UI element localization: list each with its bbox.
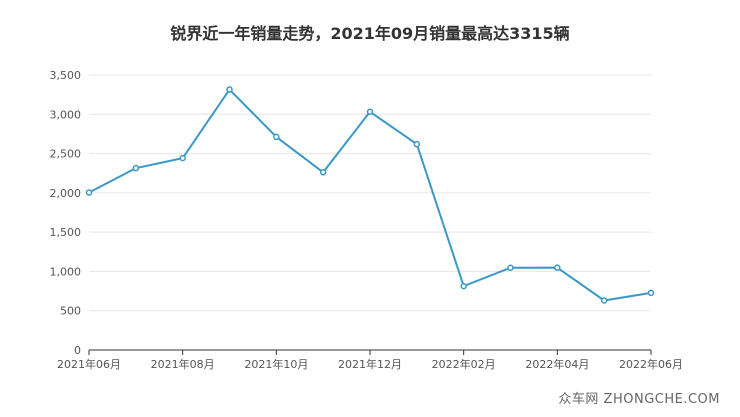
y-axis: 0 500 1,000 1,500 2,000 2,500 3,000 3,500 bbox=[50, 69, 82, 357]
watermark-text: 众车网 ZHONGCHE.COM bbox=[558, 392, 720, 407]
y-tick-label: 0 bbox=[74, 344, 81, 357]
series-group bbox=[85, 86, 655, 304]
y-tick-label: 3,500 bbox=[50, 69, 82, 82]
x-tick-label: 2022年06月 bbox=[619, 357, 683, 371]
data-point bbox=[85, 189, 93, 196]
x-tick-label: 2021年10月 bbox=[244, 357, 308, 371]
y-tick-label: 2,000 bbox=[50, 187, 82, 200]
data-point bbox=[554, 264, 561, 271]
data-point bbox=[132, 164, 140, 172]
data-point bbox=[413, 140, 421, 148]
data-point bbox=[366, 108, 374, 116]
y-tick-label: 2,500 bbox=[50, 148, 82, 161]
data-point bbox=[179, 154, 186, 162]
data-point bbox=[507, 264, 514, 271]
y-tick-label: 500 bbox=[60, 305, 81, 318]
data-point bbox=[273, 133, 280, 141]
y-tick-label: 3,000 bbox=[50, 108, 82, 121]
data-point bbox=[226, 86, 233, 93]
x-tick-label: 2022年04月 bbox=[525, 357, 589, 371]
data-point bbox=[647, 289, 655, 297]
y-tick-label: 1,500 bbox=[50, 226, 82, 239]
x-tick-label: 2022年02月 bbox=[432, 357, 496, 371]
grid-lines bbox=[89, 74, 651, 312]
x-axis: 2021年06月 2021年08月 2021年10月 2021年12月 2022年02月… bbox=[57, 349, 683, 371]
series-line bbox=[88, 88, 652, 302]
data-point bbox=[460, 282, 467, 290]
x-tick-label: 2021年06月 bbox=[57, 357, 121, 371]
data-point bbox=[319, 169, 327, 176]
x-tick-label: 2021年12月 bbox=[338, 357, 402, 371]
chart-title: 锐界近一年销量走势，2021年09月销量最高达3315辆 bbox=[170, 24, 570, 43]
x-tick-label: 2021年08月 bbox=[151, 357, 215, 371]
data-point bbox=[600, 297, 608, 304]
y-tick-label: 1,000 bbox=[50, 265, 82, 278]
